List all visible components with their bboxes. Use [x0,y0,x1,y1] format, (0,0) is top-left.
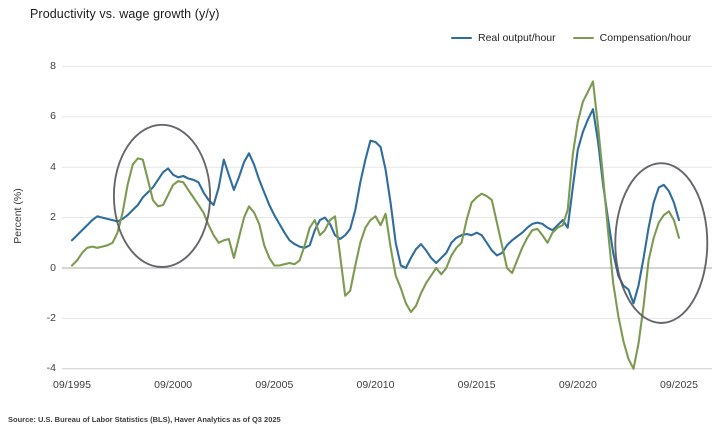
annotation-ellipse-highlight-2023-2025 [614,162,709,324]
legend-line-swatch-blue [451,36,472,40]
x-tick-label: 09/2005 [255,379,294,391]
y-tick-label: 4 [50,160,56,173]
chart-title: Productivity vs. wage growth (y/y) [30,7,220,21]
x-tick-label: 09/2020 [558,379,597,391]
legend-label: Real output/hour [478,32,556,44]
y-tick-label: 8 [50,59,56,72]
series-line-real-output-hour [70,108,681,305]
y-tick-label: 0 [50,261,56,274]
x-tick-label: 09/2015 [457,379,496,391]
annotation-ellipse-highlight-1998-2001 [112,123,212,268]
x-tick-label: 09/2010 [356,379,395,391]
legend-line-swatch-green [572,36,594,40]
y-tick-label: -4 [46,362,56,375]
legend-item-real-output-hour: Real output/hour [451,32,556,44]
x-tick-label: 09/2000 [154,379,193,391]
source-note: Source: U.S. Bureau of Labor Statistics … [8,415,281,424]
x-tick-label: 09/1995 [53,379,91,391]
y-tick-label: 6 [50,110,56,123]
legend: Real output/hour Compensation/hour [451,32,691,44]
series-line-compensation-hour [70,80,681,370]
x-tick-label: 09/2025 [660,379,698,391]
y-tick-label: 2 [50,211,56,224]
legend-item-compensation-hour: Compensation/hour [572,32,692,44]
legend-label: Compensation/hour [599,32,692,44]
y-tick-label: -2 [46,311,56,324]
